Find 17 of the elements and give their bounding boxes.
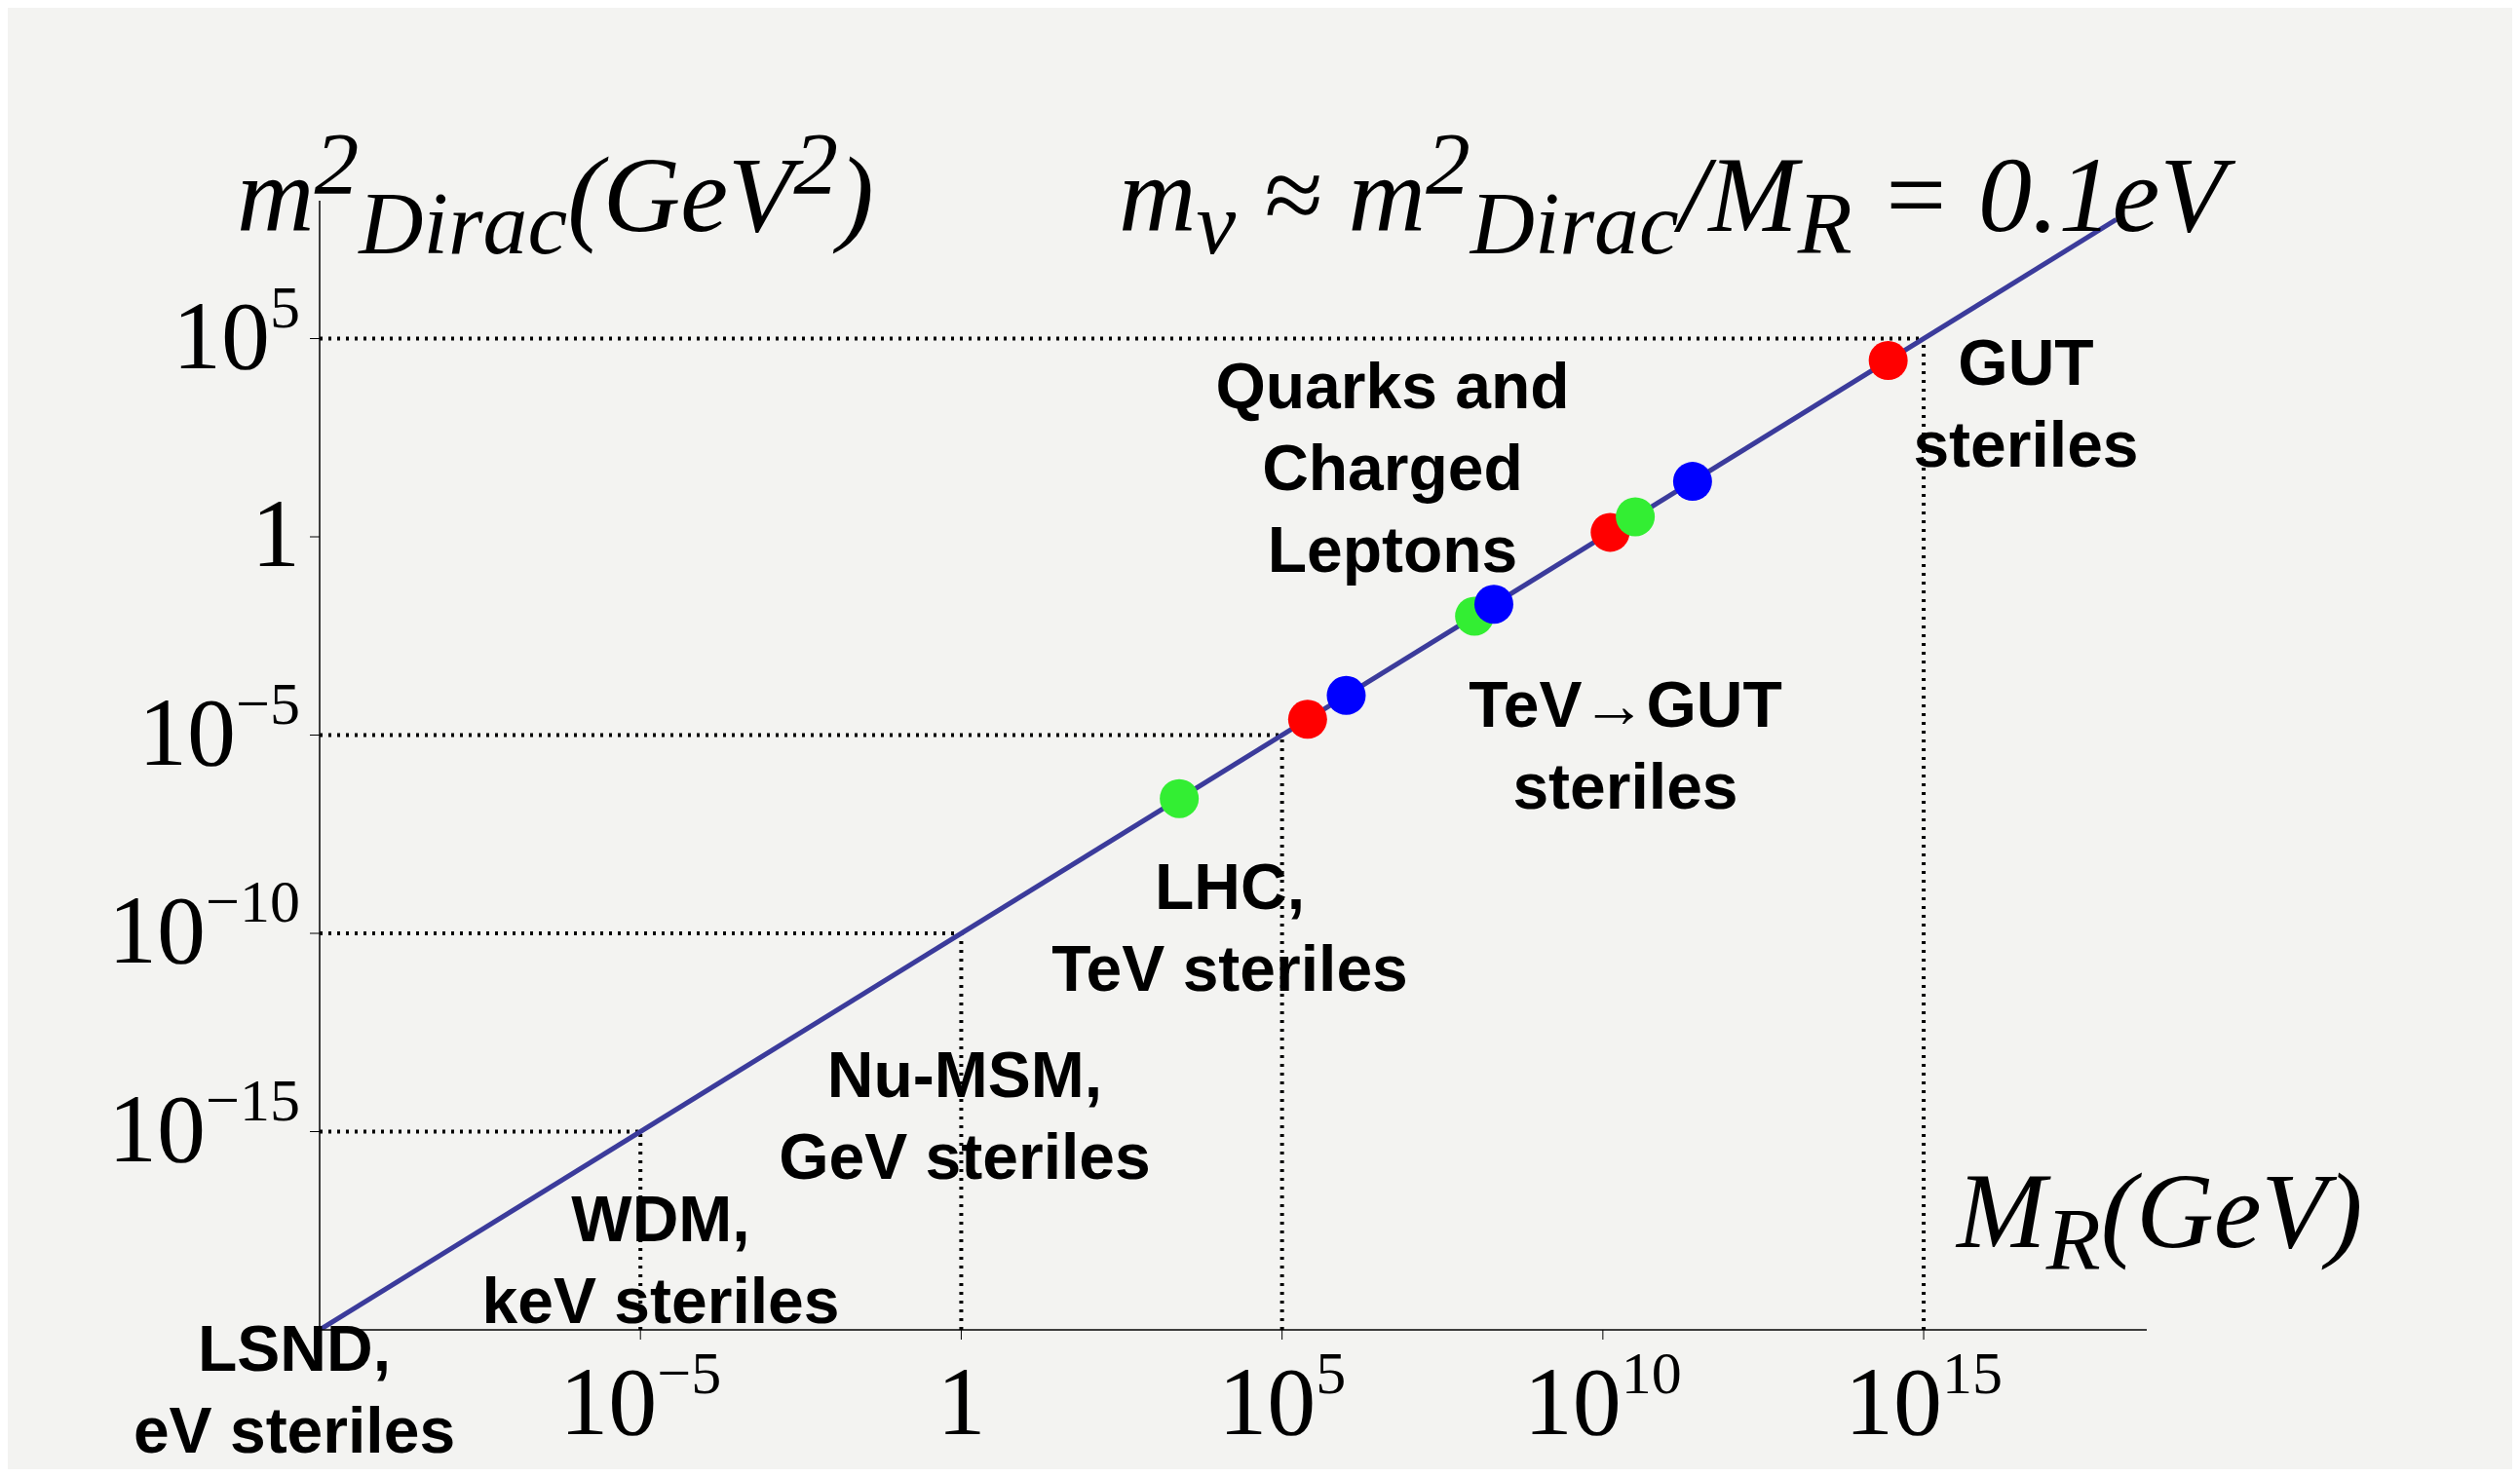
y-tick-label: 10$^{−15}$ (108, 1066, 300, 1183)
x-tick-label: 1 (936, 1347, 986, 1456)
y-tick-label: 10$^{5}$ (172, 273, 300, 390)
annotation: TeV→GUT steriles (1468, 667, 1783, 824)
annotation: LSND, eV steriles (133, 1312, 456, 1466)
annotation: GUT steriles (1912, 325, 2140, 482)
y-tick-label: 10$^{−10}$ (108, 868, 300, 985)
x-tick-label: 10$^{−5}$ (559, 1340, 722, 1456)
y-axis-title: m$^{2}$$_{Dirac}$(GeV$^{2}$) (237, 114, 874, 273)
annotation: Quarks and Charged Leptons (1214, 349, 1571, 587)
x-tick-label: 10$^{10}$ (1523, 1340, 1682, 1456)
y-tick-label: 1 (251, 479, 300, 588)
x-tick-label: 10$^{5}$ (1218, 1340, 1347, 1456)
annotation: LHC, TeV steriles (1050, 850, 1409, 1006)
y-tick-label: 10$^{−5}$ (138, 669, 300, 786)
x-axis-title: M$_{R}$(GeV) (1957, 1151, 2363, 1291)
x-tick-label: 10$^{15}$ (1845, 1340, 2004, 1456)
